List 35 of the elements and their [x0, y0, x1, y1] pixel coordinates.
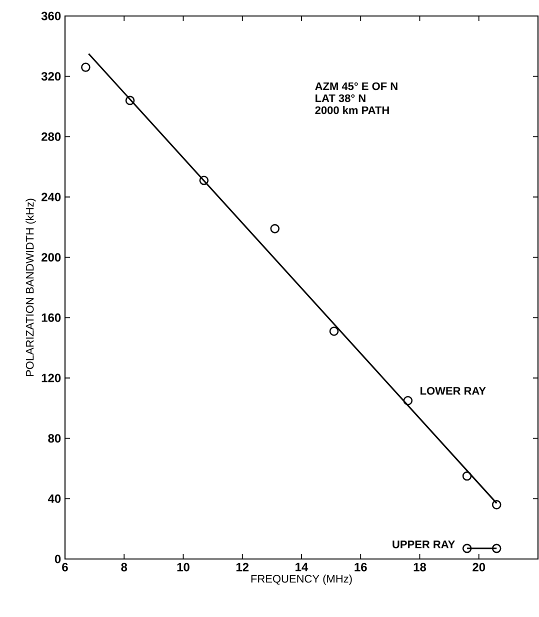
y-axis-title: POLARIZATION BANDWIDTH (kHz) — [26, 198, 36, 376]
y-tick-label: 240 — [42, 192, 61, 202]
point — [329, 326, 339, 336]
x-tick-label: 20 — [472, 562, 486, 572]
annotation: 2000 km PATH — [315, 106, 389, 114]
point — [403, 396, 413, 406]
x-tick-label: 6 — [62, 562, 68, 572]
annotation: AZM 45° E OF N — [315, 82, 398, 90]
x-tick-label: 16 — [354, 562, 367, 572]
x-tick-label: 8 — [121, 562, 128, 572]
y-tick-label: 320 — [41, 72, 61, 81]
point — [199, 176, 209, 186]
point — [492, 500, 502, 510]
y-tick-label: 200 — [42, 253, 61, 262]
series-label: UPPER RAY — [392, 540, 455, 548]
point — [125, 96, 135, 106]
y-tick-label: 280 — [42, 132, 61, 141]
annotation: LAT 38° N — [316, 94, 366, 102]
y-tick-label: 40 — [48, 494, 61, 503]
point — [81, 62, 90, 72]
x-tick-label: 18 — [414, 562, 426, 572]
x-tick-label: 14 — [296, 562, 308, 572]
y-tick-label: 160 — [42, 313, 61, 322]
series-label: LOWER RAY — [420, 386, 486, 395]
y-tick-label: 360 — [41, 12, 61, 20]
point — [270, 224, 280, 234]
y-tick-label: 0 — [54, 554, 61, 564]
point — [462, 471, 472, 481]
y-tick-label: 80 — [48, 434, 61, 443]
x-axis-title: FREQUENCY (MHz) — [251, 574, 352, 585]
x-tick-label: 12 — [236, 562, 249, 572]
point — [462, 544, 472, 554]
point — [492, 544, 502, 554]
y-tick-label: 120 — [42, 374, 61, 382]
x-tick-label: 10 — [177, 562, 190, 572]
